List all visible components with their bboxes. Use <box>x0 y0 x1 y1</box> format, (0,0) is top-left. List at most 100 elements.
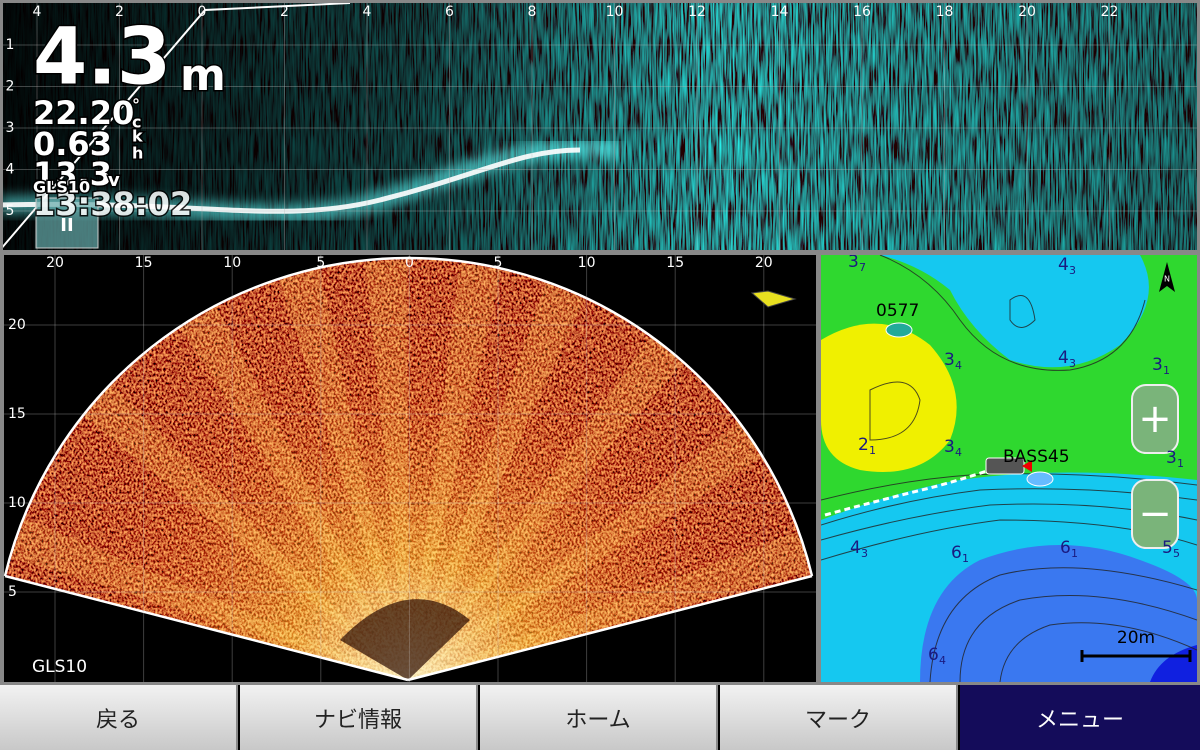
x-tick-label: 15 <box>666 255 684 271</box>
depth: 4.3 <box>33 12 171 102</box>
nav-button[interactable]: メニュー <box>960 685 1200 750</box>
zoom-out-label: − <box>1138 491 1172 537</box>
nav-button[interactable]: ホーム <box>480 685 718 750</box>
north-label: N <box>1164 275 1170 284</box>
x-tick-label: 2 <box>115 4 124 20</box>
readout-unit: c <box>132 113 141 132</box>
map-shoal <box>821 323 957 472</box>
contour-label: 2 <box>858 435 869 455</box>
contour-label: 3 <box>944 350 955 370</box>
readout-unit: h <box>132 144 143 163</box>
contour-label: 4 <box>1058 348 1069 368</box>
beam <box>82 383 408 680</box>
contour-label: 3 <box>1152 355 1163 375</box>
beam <box>180 306 408 680</box>
map-mid-depth <box>880 255 1149 368</box>
readout: 22.20 <box>33 94 134 132</box>
pause-label: II <box>60 215 73 236</box>
waypoint-label: BASS45 <box>1003 447 1070 467</box>
waypoint-icon <box>1026 471 1054 487</box>
contour-label: 6 <box>951 543 962 563</box>
range-line <box>3 3 351 249</box>
x-tick-label: 20 <box>46 255 64 271</box>
nav-button[interactable]: マーク <box>720 685 958 750</box>
scale-label: 20m <box>1117 628 1155 648</box>
zoom-out-button[interactable] <box>1131 479 1179 549</box>
beam <box>408 336 683 680</box>
time: 13:38:02 <box>33 185 192 223</box>
contour-label-sub: 1 <box>962 552 969 565</box>
x-tick-label: 20 <box>755 255 773 271</box>
scale-bar <box>1080 650 1192 662</box>
fan-outline <box>3 256 814 682</box>
x-tick-label: 10 <box>606 4 624 20</box>
contour-label-sub: 1 <box>869 444 876 457</box>
sonar-fan <box>5 258 812 680</box>
near-shadow <box>340 599 470 680</box>
contour-label: 6 <box>1060 538 1071 558</box>
contour-label-sub: 1 <box>1177 457 1184 470</box>
y-tick-label: 2 <box>6 79 15 95</box>
y-tick-label: 3 <box>6 120 15 136</box>
contour-label-sub: 7 <box>859 261 866 274</box>
contour-label: 3 <box>848 252 859 272</box>
nav-button[interactable]: 戻る <box>0 685 238 750</box>
x-tick-label: 16 <box>853 4 871 20</box>
contour-label: 3 <box>944 437 955 457</box>
contour-label-sub: 3 <box>1069 357 1076 370</box>
y-tick-label: 5 <box>6 203 15 219</box>
contour-label: 5 <box>1162 538 1173 558</box>
bottom-echo <box>3 147 581 214</box>
contour-label-sub: 3 <box>1069 264 1076 277</box>
y-tick-label: 5 <box>8 584 17 600</box>
contour-label-sub: 1 <box>1071 547 1078 560</box>
x-tick-label: 18 <box>936 4 954 20</box>
x-tick-label: 0 <box>405 255 414 271</box>
beam <box>408 530 812 680</box>
waypoint-icon <box>885 322 913 338</box>
x-tick-label: 2 <box>280 4 289 20</box>
transducer-icon <box>750 290 797 308</box>
source-label: GLS10 <box>32 657 87 677</box>
x-tick-label: 0 <box>198 4 207 20</box>
contour-label-sub: 3 <box>861 547 868 560</box>
track <box>824 468 991 517</box>
pause-button[interactable] <box>35 197 99 249</box>
beam <box>6 516 408 680</box>
y-tick-label: 20 <box>8 317 26 333</box>
readout-unit: v <box>108 170 120 191</box>
x-tick-label: 14 <box>771 4 789 20</box>
contour-label-sub: 5 <box>1173 547 1180 560</box>
y-tick-label: 4 <box>6 162 15 178</box>
x-tick-label: 20 <box>1018 4 1036 20</box>
depth-unit: m <box>180 50 226 101</box>
contour-label: 4 <box>850 538 861 558</box>
x-tick-label: 10 <box>223 255 241 271</box>
beam <box>365 260 408 680</box>
x-tick-label: 12 <box>688 4 706 20</box>
zoom-in-button[interactable] <box>1131 384 1179 454</box>
x-tick-label: 8 <box>528 4 537 20</box>
map-deepest <box>1150 645 1197 682</box>
beam <box>408 283 585 680</box>
x-tick-label: 4 <box>363 4 372 20</box>
x-tick-label: 4 <box>33 4 42 20</box>
contour-label: 3 <box>1166 448 1177 468</box>
beam <box>279 269 408 680</box>
contour-label-sub: 4 <box>955 446 962 459</box>
x-tick-label: 6 <box>445 4 454 20</box>
y-tick-label: 1 <box>6 37 15 53</box>
zoom-in-label: + <box>1138 396 1172 442</box>
y-tick-label: 10 <box>8 495 26 511</box>
beam <box>408 263 502 680</box>
beam <box>408 422 764 680</box>
nav-button[interactable]: ナビ情報 <box>240 685 478 750</box>
contour-label: 4 <box>1058 255 1069 275</box>
readout-unit: ° <box>132 96 140 115</box>
north-arrow <box>1159 262 1175 292</box>
contour-label-sub: 1 <box>1163 364 1170 377</box>
